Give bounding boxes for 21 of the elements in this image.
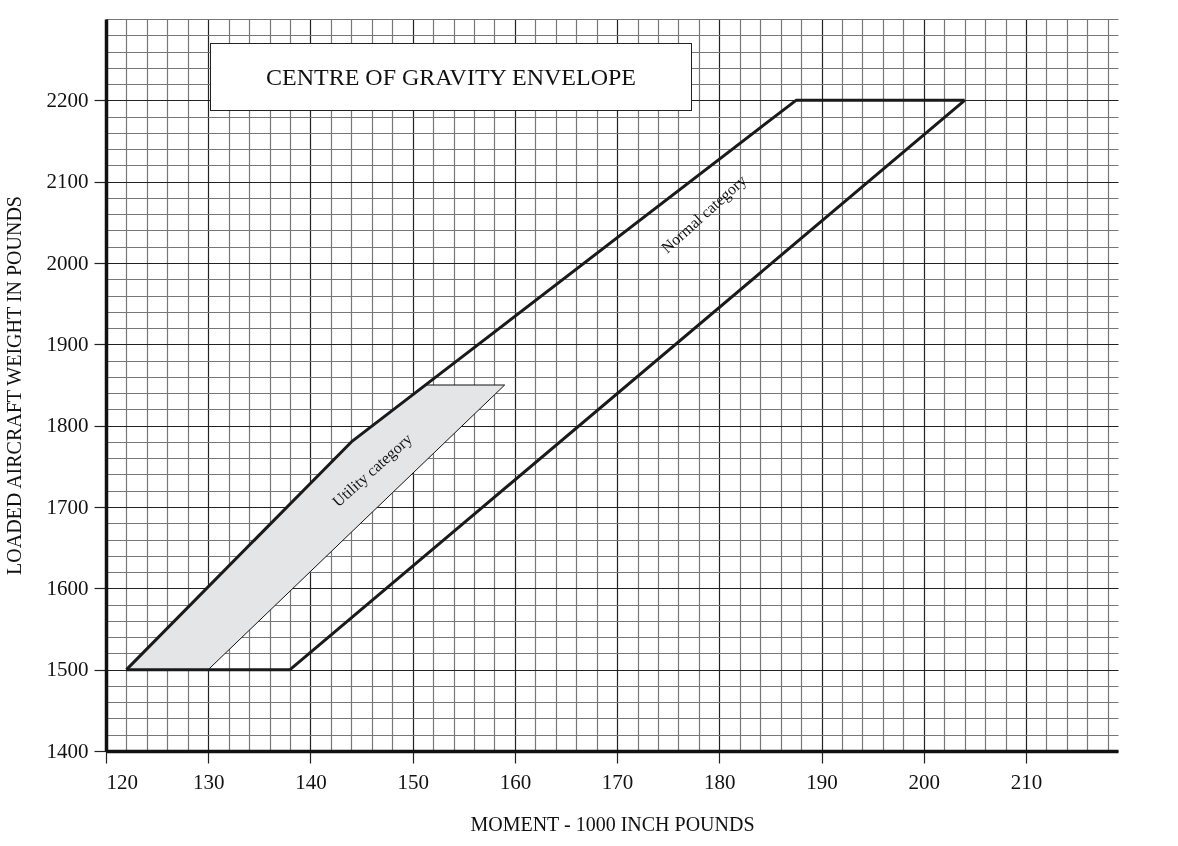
x-tick-label: 170	[601, 769, 634, 794]
y-tick-label: 2000	[46, 250, 89, 275]
y-axis-title: LOADED AIRCRAFT WEIGHT IN POUNDS	[2, 196, 25, 575]
y-tick-label: 1900	[46, 331, 89, 356]
x-tick-label: 210	[1010, 769, 1043, 794]
x-tick-label: 190	[806, 769, 838, 794]
x-tick-label: 150	[397, 769, 429, 794]
x-tick-label: 180	[704, 769, 736, 794]
x-tick-label: 200	[908, 769, 941, 794]
x-tick-label: 140	[295, 769, 327, 794]
x-tick-label: 120	[106, 769, 138, 794]
y-tick-label: 1500	[46, 657, 89, 682]
y-tick-label: 1800	[46, 413, 89, 438]
y-tick-label: 2100	[46, 169, 89, 194]
x-axis-title: MOMENT - 1000 INCH POUNDS	[470, 812, 755, 835]
y-tick-label: 1400	[46, 738, 89, 763]
x-tick-label: 160	[499, 769, 532, 794]
x-tick-label: 130	[192, 769, 225, 794]
y-tick-label: 2200	[46, 87, 89, 112]
y-tick-label: 1600	[46, 575, 89, 600]
y-tick-label: 1700	[46, 494, 89, 519]
